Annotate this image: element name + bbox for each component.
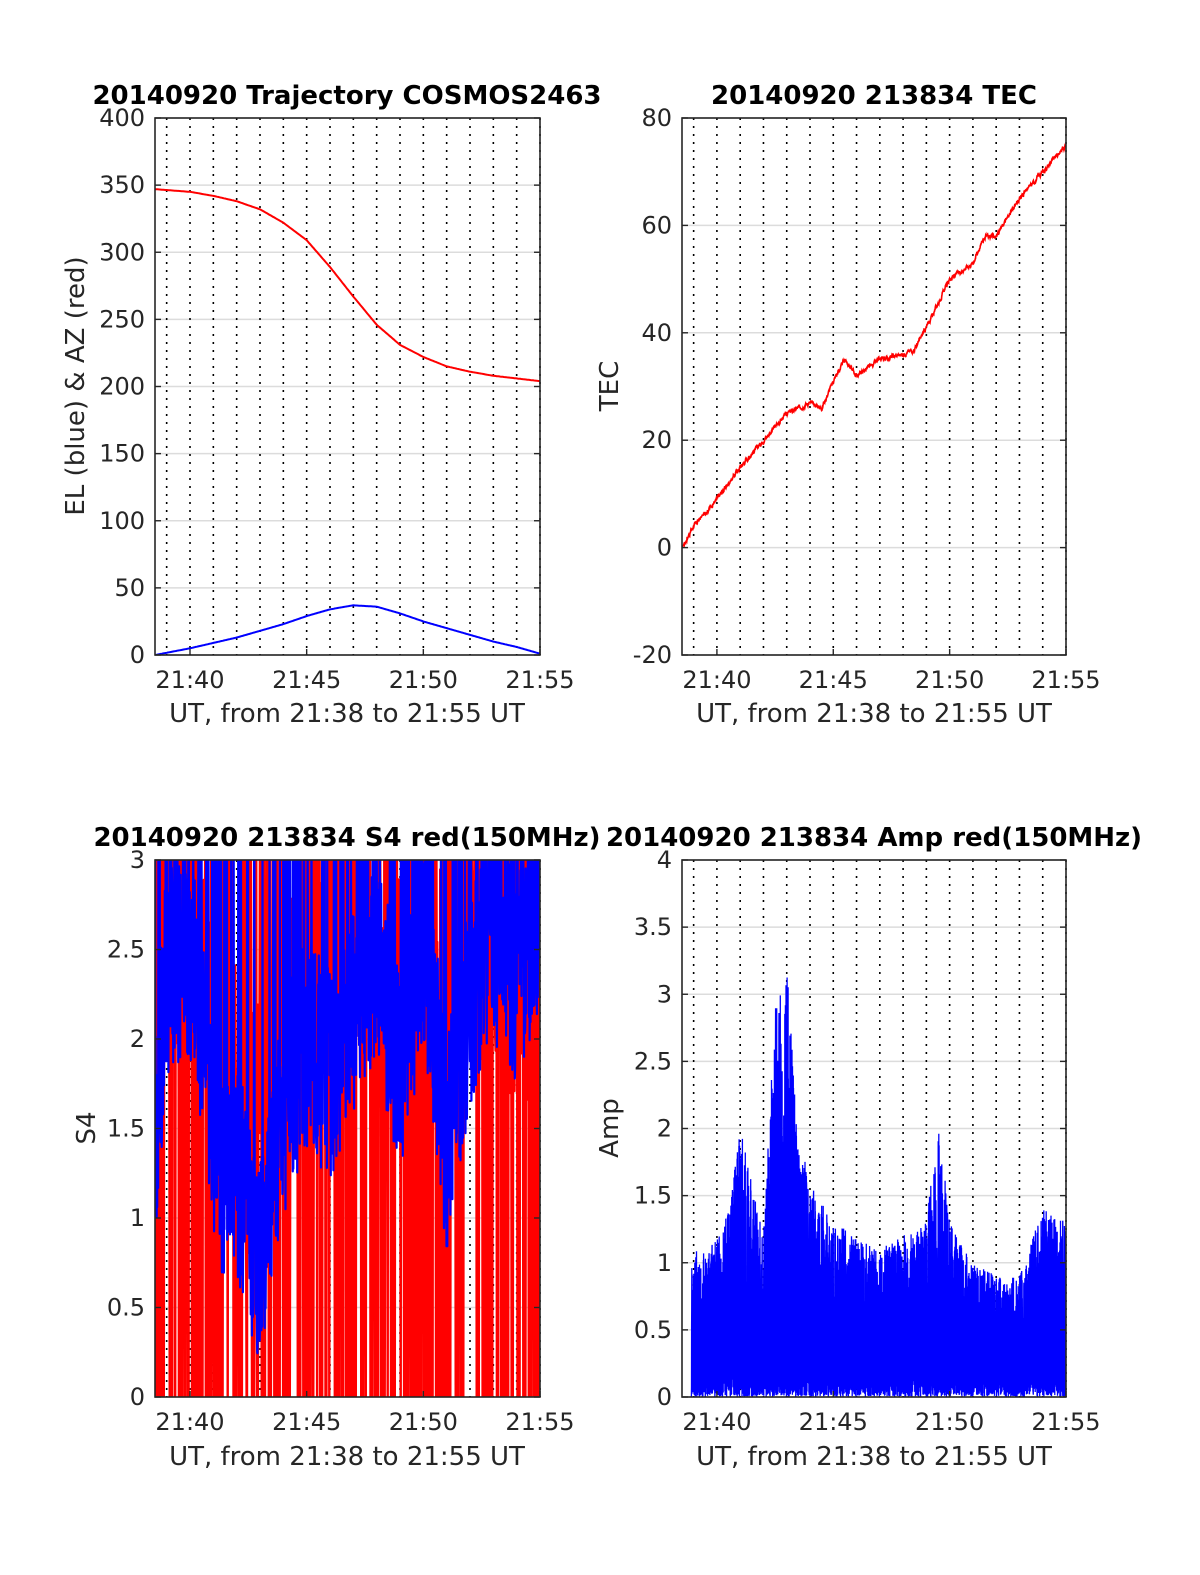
trajectory-ytick-label-6: 300 — [99, 238, 145, 266]
s4-ytick-label-3: 1.5 — [107, 1115, 145, 1143]
trajectory-ytick-label-3: 150 — [99, 440, 145, 468]
tec-ylabel: TEC — [595, 361, 625, 412]
amp-series-group — [690, 977, 1066, 1397]
trajectory-xlabel: UT, from 21:38 to 21:55 UT — [169, 699, 525, 729]
amp-series-0 — [690, 977, 1066, 1397]
tec-ytick-label-1: 0 — [657, 534, 672, 562]
trajectory-ylabel: EL (blue) & AZ (red) — [61, 256, 91, 515]
tec-ytick-label-5: 80 — [641, 104, 672, 132]
amp-ytick-label-1: 0.5 — [634, 1316, 672, 1344]
trajectory-ytick-label-0: 0 — [130, 641, 145, 669]
trajectory-ytick-label-2: 100 — [99, 507, 145, 535]
s4-title: 20140920 213834 S4 red(150MHz) — [93, 823, 600, 853]
tec-xtick-label-1: 21:45 — [799, 666, 868, 694]
s4-ytick-label-1: 0.5 — [107, 1294, 145, 1322]
s4-ytick-label-5: 2.5 — [107, 936, 145, 964]
trajectory-series-0 — [155, 188, 540, 383]
amp-ytick-label-0: 0 — [657, 1383, 672, 1411]
trajectory-xtick-label-1: 21:45 — [272, 666, 341, 694]
tec-ytick-label-2: 20 — [641, 426, 672, 454]
trajectory-xtick-label-0: 21:40 — [155, 666, 224, 694]
tec-ytick-label-0: -20 — [633, 641, 672, 669]
tec-xtick-label-0: 21:40 — [682, 666, 751, 694]
amp-ytick-label-7: 3.5 — [634, 913, 672, 941]
amp-xtick-label-3: 21:55 — [1031, 1408, 1100, 1436]
tec-xlabel: UT, from 21:38 to 21:55 UT — [696, 699, 1052, 729]
s4-ylabel: S4 — [72, 1111, 102, 1144]
s4-ytick-label-6: 3 — [130, 846, 145, 874]
amp-ytick-label-6: 3 — [657, 980, 672, 1008]
amp-ylabel: Amp — [595, 1098, 625, 1158]
tec-plot-area — [682, 118, 1066, 655]
s4-ytick-label-2: 1 — [130, 1204, 145, 1232]
trajectory-ytick-label-5: 250 — [99, 305, 145, 333]
amp-xtick-label-2: 21:50 — [915, 1408, 984, 1436]
s4-series-1 — [155, 860, 540, 1355]
trajectory-xtick-label-2: 21:50 — [389, 666, 458, 694]
subplot-trajectory: 20140920 Trajectory COSMOS2463 UT, from … — [61, 81, 602, 729]
trajectory-ytick-label-1: 50 — [114, 574, 145, 602]
s4-ytick-label-4: 2 — [130, 1025, 145, 1053]
trajectory-title: 20140920 Trajectory COSMOS2463 — [92, 81, 601, 111]
amp-xtick-label-0: 21:40 — [682, 1408, 751, 1436]
amp-xtick-label-1: 21:45 — [799, 1408, 868, 1436]
s4-xtick-label-2: 21:50 — [389, 1408, 458, 1436]
tec-xtick-label-3: 21:55 — [1031, 666, 1100, 694]
tec-ytick-label-4: 60 — [641, 211, 672, 239]
trajectory-ytick-label-8: 400 — [99, 104, 145, 132]
subplot-s4: 20140920 213834 S4 red(150MHz) UT, from … — [72, 823, 601, 1472]
amp-ytick-label-8: 4 — [657, 846, 672, 874]
s4-series-group — [155, 860, 540, 1397]
trajectory-xtick-label-3: 21:55 — [505, 666, 574, 694]
tec-xtick-label-2: 21:50 — [915, 666, 984, 694]
amp-title: 20140920 213834 Amp red(150MHz) — [606, 823, 1142, 853]
amp-ytick-label-5: 2.5 — [634, 1047, 672, 1075]
tec-series-0 — [682, 143, 1066, 549]
tec-series-group — [682, 143, 1066, 549]
s4-xtick-label-1: 21:45 — [272, 1408, 341, 1436]
amp-ytick-label-2: 1 — [657, 1249, 672, 1277]
s4-ytick-label-0: 0 — [130, 1383, 145, 1411]
trajectory-ytick-label-7: 350 — [99, 171, 145, 199]
trajectory-series-1 — [155, 604, 540, 655]
trajectory-ytick-label-4: 200 — [99, 373, 145, 401]
s4-xlabel: UT, from 21:38 to 21:55 UT — [169, 1442, 525, 1472]
tec-title: 20140920 213834 TEC — [711, 81, 1037, 111]
subplot-amp: 20140920 213834 Amp red(150MHz) UT, from… — [595, 823, 1142, 1472]
s4-xtick-label-0: 21:40 — [155, 1408, 224, 1436]
tec-ytick-label-3: 40 — [641, 319, 672, 347]
trajectory-series-group — [155, 188, 540, 655]
amp-ytick-label-3: 1.5 — [634, 1182, 672, 1210]
tec-axes-frame — [681, 117, 1067, 656]
s4-xtick-label-3: 21:55 — [505, 1408, 574, 1436]
amp-xlabel: UT, from 21:38 to 21:55 UT — [696, 1442, 1052, 1472]
amp-ytick-label-4: 2 — [657, 1115, 672, 1143]
subplot-tec: 20140920 213834 TEC UT, from 21:38 to 21… — [595, 81, 1101, 729]
